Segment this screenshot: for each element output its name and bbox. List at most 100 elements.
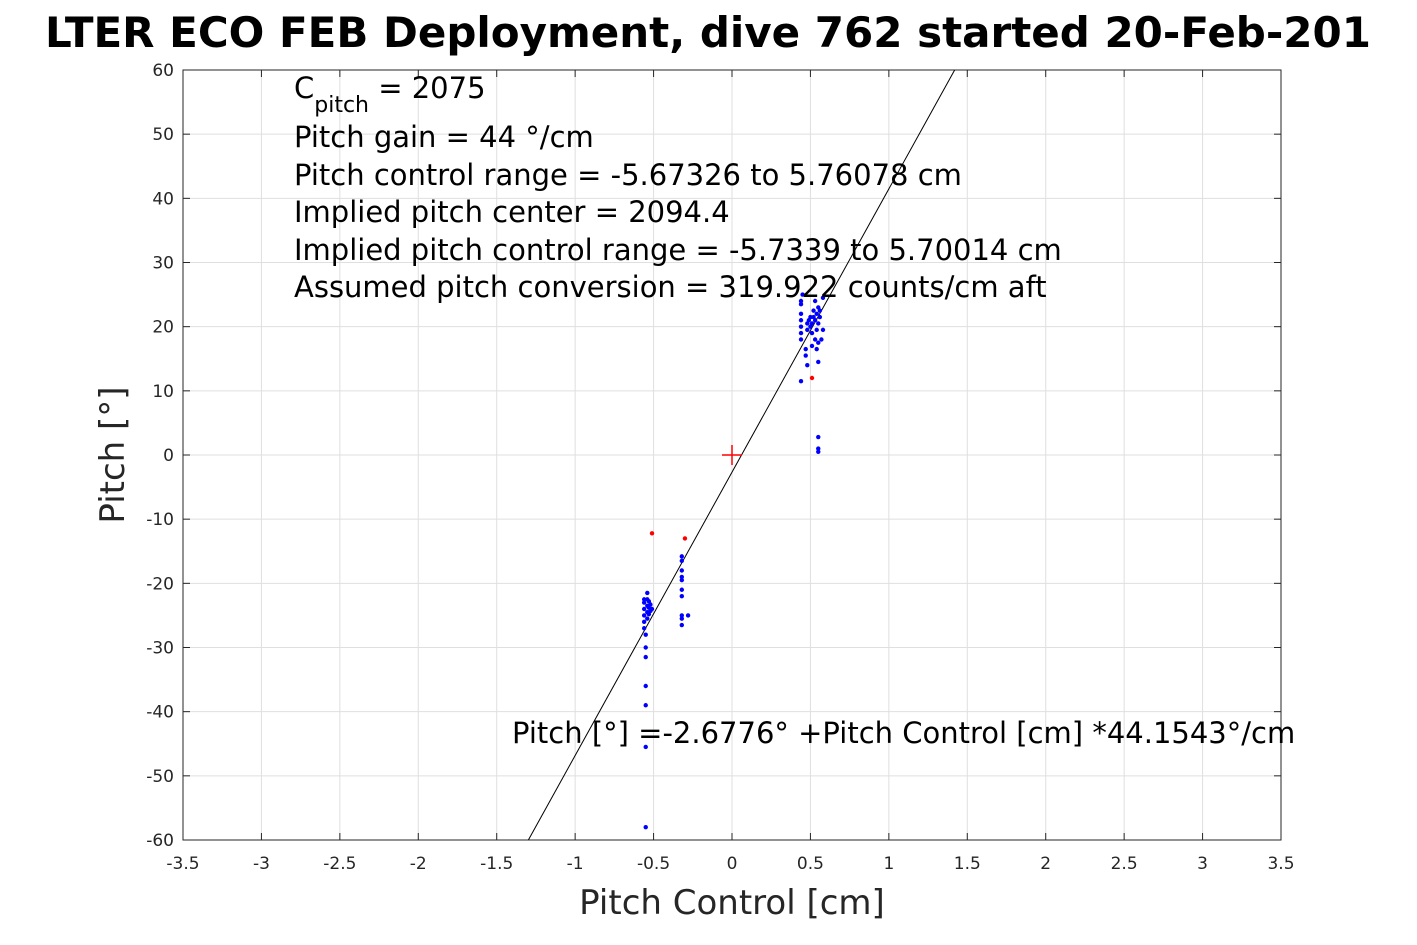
data-point xyxy=(814,327,819,333)
y-tick-label: 40 xyxy=(152,189,174,209)
data-point xyxy=(679,593,685,599)
data-point xyxy=(679,577,685,583)
y-tick-label: -10 xyxy=(146,510,174,530)
data-point xyxy=(816,321,821,326)
data-point xyxy=(643,744,648,750)
data-point xyxy=(643,683,648,689)
plot-content xyxy=(527,69,956,841)
y-tick-label: 30 xyxy=(152,254,174,274)
data-point xyxy=(803,353,808,358)
fit-equation-annotation: Pitch [°] =-2.6776° +Pitch Control [cm] … xyxy=(512,716,1295,750)
data-point xyxy=(820,327,826,333)
c-pitch-annotation: Cpitch = 2075 xyxy=(294,71,486,118)
data-point xyxy=(809,343,815,349)
data-point xyxy=(798,337,804,342)
x-tick-label: 2 xyxy=(1040,854,1051,874)
data-point xyxy=(820,295,826,300)
x-tick-labels: -3.5 -3 -2.5 -2 -1.5 -1 -0.5 0 0.5 1 1.5 2 2.5 3 3.5 xyxy=(166,854,1294,874)
data-point xyxy=(682,536,688,541)
data-point xyxy=(798,302,804,307)
y-tick-label: -20 xyxy=(146,574,174,594)
y-tick-label: -30 xyxy=(146,639,174,659)
data-point xyxy=(641,619,647,625)
data-point xyxy=(649,606,655,612)
data-point xyxy=(679,568,685,573)
c-pitch-main: C xyxy=(294,71,314,105)
y-axis-label: Pitch [°] xyxy=(93,386,133,523)
data-point xyxy=(648,602,653,607)
data-point xyxy=(641,606,647,612)
data-point xyxy=(809,375,815,381)
y-tick-label: -50 xyxy=(146,767,174,787)
pitch-gain-annotation: Pitch gain = 44 °/cm xyxy=(294,120,594,154)
y-tick-label: 10 xyxy=(152,382,174,402)
data-point xyxy=(817,308,823,313)
data-point xyxy=(643,824,648,830)
implied-pitch-range-annotation: Implied pitch control range = -5.7339 to… xyxy=(294,233,1062,267)
data-point xyxy=(803,346,808,352)
data-point xyxy=(816,446,821,451)
data-point xyxy=(819,337,824,342)
x-tick-label: 3.5 xyxy=(1267,854,1294,874)
data-point xyxy=(679,613,685,618)
data-point xyxy=(643,654,648,660)
x-tick-label: 1 xyxy=(883,854,894,874)
data-point xyxy=(798,318,804,323)
data-point xyxy=(816,359,821,365)
data-point xyxy=(814,346,819,352)
data-point xyxy=(798,298,804,304)
data-point xyxy=(679,622,685,628)
data-point xyxy=(641,613,647,618)
data-point xyxy=(645,616,650,621)
data-point xyxy=(812,337,818,342)
c-pitch-subscript: pitch xyxy=(314,93,369,118)
plot-frame xyxy=(182,69,1282,841)
data-point xyxy=(800,292,805,297)
data-point xyxy=(679,574,685,580)
y-tick-label: -40 xyxy=(146,703,174,723)
data-point xyxy=(805,362,810,368)
data-point xyxy=(645,590,650,596)
data-point xyxy=(816,340,821,345)
data-point xyxy=(641,626,647,631)
data-point xyxy=(811,308,816,313)
y-tick-label: 60 xyxy=(152,61,174,81)
x-tick-label: -2.5 xyxy=(323,854,356,874)
x-tick-label: -1 xyxy=(567,854,584,874)
x-tick-label: -1.5 xyxy=(480,854,513,874)
data-point xyxy=(643,645,648,650)
chart-title: LTER ECO FEB Deployment, dive 762 starte… xyxy=(45,8,1371,57)
data-point xyxy=(798,330,804,336)
pitch-control-range-annotation: Pitch control range = -5.67326 to 5.7607… xyxy=(294,158,962,192)
data-point xyxy=(816,449,821,454)
x-tick-label: 0.5 xyxy=(797,854,824,874)
data-point xyxy=(812,298,818,304)
x-tick-label: -2 xyxy=(410,854,427,874)
data-point xyxy=(817,314,823,320)
x-tick-label: 2.5 xyxy=(1111,854,1138,874)
x-axis-label: Pitch Control [cm] xyxy=(579,883,885,923)
x-tick-label: 1.5 xyxy=(954,854,981,874)
y-tick-label: 20 xyxy=(152,318,174,338)
x-tick-label: -3.5 xyxy=(166,854,199,874)
data-point xyxy=(798,324,804,329)
data-point xyxy=(685,613,691,618)
data-point xyxy=(798,311,804,317)
data-point xyxy=(679,587,685,592)
implied-pitch-center-annotation: Implied pitch center = 2094.4 xyxy=(294,195,730,229)
x-tick-label: 0 xyxy=(727,854,738,874)
x-tick-label: -0.5 xyxy=(637,854,670,874)
data-point xyxy=(812,318,818,323)
annotation-block: Cpitch = 2075 Pitch gain = 44 °/cm Pitch… xyxy=(294,71,1062,304)
y-tick-label: -60 xyxy=(146,831,174,851)
y-tick-label: 50 xyxy=(152,125,174,145)
data-point xyxy=(643,703,648,708)
x-tick-label: -3 xyxy=(253,854,270,874)
y-tick-label: 0 xyxy=(163,446,174,466)
y-tick-labels: -60 -50 -40 -30 -20 -10 0 10 20 30 40 50 60 xyxy=(146,61,174,851)
data-point xyxy=(679,554,685,559)
data-point xyxy=(649,531,655,536)
data-point xyxy=(809,321,815,326)
data-point xyxy=(641,597,647,602)
